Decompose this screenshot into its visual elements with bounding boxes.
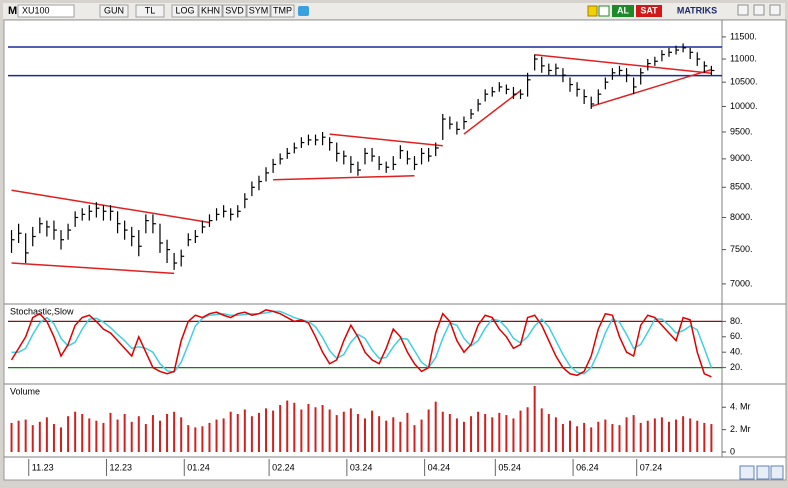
y-tick-label: 10000. [730, 101, 758, 111]
y-tick-label: 10500. [730, 77, 758, 87]
x-tick-label: 11.23 [32, 462, 54, 472]
y-tick-label: 60. [730, 331, 743, 341]
trend-line [463, 90, 521, 135]
x-tick-label: 07.24 [640, 462, 663, 472]
sell-label[interactable]: SAT [640, 5, 658, 15]
button[interactable] [171, 4, 199, 18]
share-icon[interactable] [298, 6, 309, 16]
x-tick-label: 03.24 [350, 462, 373, 472]
button[interactable] [270, 4, 295, 18]
y-tick-label: 11000. [730, 53, 757, 63]
y-tick-label: 8500. [730, 182, 753, 192]
x-tick-label: 05.24 [498, 462, 521, 472]
trend-line [273, 174, 415, 181]
trend-line [329, 133, 443, 147]
y-tick-label: 40. [730, 347, 743, 357]
button[interactable] [222, 4, 247, 18]
window-button[interactable] [753, 4, 765, 16]
trend-line [590, 68, 712, 108]
y-tick-label: 2. Mr [730, 424, 751, 434]
window-button[interactable] [769, 4, 781, 16]
x-tick-label: 02.24 [272, 462, 295, 472]
scroll-button[interactable] [739, 465, 755, 480]
scroll-button[interactable] [756, 465, 770, 480]
scroll-button[interactable] [770, 465, 784, 480]
button[interactable] [99, 4, 129, 18]
trend-line [11, 262, 175, 275]
window-button[interactable] [737, 4, 749, 16]
button-label[interactable]: GUN [104, 5, 124, 15]
y-tick-label: 11500. [730, 31, 757, 41]
y-tick-label: 7500. [730, 244, 753, 254]
menu-button[interactable]: M [8, 5, 17, 17]
buy-button[interactable] [612, 5, 634, 17]
plot-area [3, 19, 787, 481]
button-label[interactable]: SVD [225, 5, 244, 15]
button-label[interactable]: SYM [249, 5, 269, 15]
button[interactable] [135, 4, 165, 18]
panel-title: Volume [10, 386, 40, 396]
x-tick-label: 12.23 [110, 462, 133, 472]
brand: MATRIKS [677, 5, 717, 15]
y-tick-label: 8000. [730, 212, 753, 222]
x-tick-label: 06.24 [576, 462, 599, 472]
y-tick-label: 4. Mr [730, 402, 751, 412]
tool-icon[interactable] [598, 5, 610, 17]
y-tick-label: 0 [730, 446, 735, 456]
button-label[interactable]: LOG [175, 5, 194, 15]
symbol-field[interactable] [17, 4, 75, 18]
x-tick-label: 01.24 [187, 462, 210, 472]
button-label[interactable]: TL [145, 5, 156, 15]
y-tick-label: 9500. [730, 126, 753, 136]
button-label[interactable]: KHN [201, 5, 220, 15]
y-tick-label: 9000. [730, 153, 753, 163]
y-tick-label: 7000. [730, 278, 753, 288]
panel-title: Stochastic,Slow [10, 306, 74, 316]
y-tick-label: 80. [730, 316, 743, 326]
series-line [11, 310, 713, 375]
button-label[interactable]: TMP [273, 5, 292, 15]
symbol[interactable]: XU100 [22, 5, 50, 15]
series-line [10, 309, 712, 378]
buy-label[interactable]: AL [617, 5, 629, 15]
button[interactable] [246, 4, 271, 18]
button[interactable] [198, 4, 223, 18]
sell-button[interactable] [636, 5, 662, 17]
x-tick-label: 04.24 [428, 462, 451, 472]
y-tick-label: 20. [730, 362, 743, 372]
trend-line [534, 54, 712, 75]
tool-icon[interactable] [587, 5, 598, 17]
